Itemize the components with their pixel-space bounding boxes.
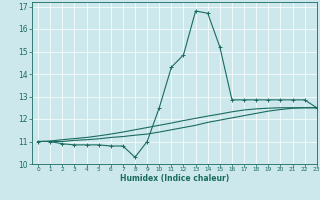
X-axis label: Humidex (Indice chaleur): Humidex (Indice chaleur) [120, 174, 229, 183]
